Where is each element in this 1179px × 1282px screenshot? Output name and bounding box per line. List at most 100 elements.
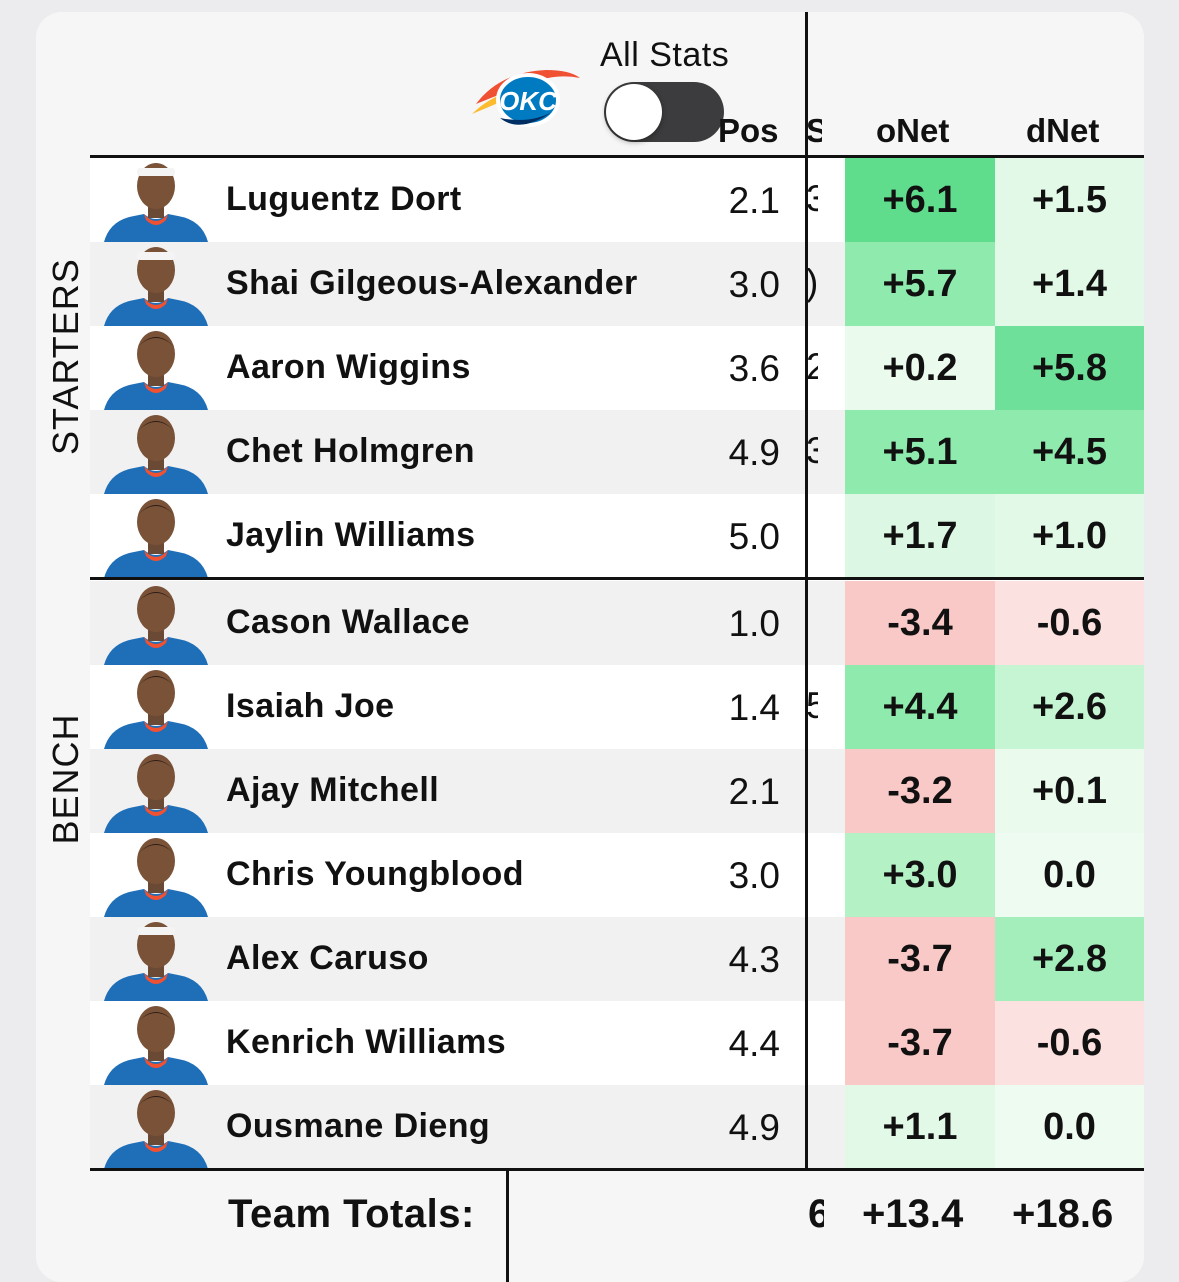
starters-bench-divider (90, 577, 1144, 580)
player-avatar (104, 754, 208, 833)
team-totals-onet: +13.4 (862, 1192, 964, 1236)
player-dnet: 0.0 (995, 1085, 1144, 1169)
player-onet: +1.7 (845, 494, 995, 578)
player-name[interactable]: Luguentz Dort (226, 180, 462, 218)
stats-card: OKC All Stats Pos S oNet dNet Luguentz D… (36, 12, 1144, 1282)
player-dnet: -0.6 (995, 1001, 1144, 1085)
team-totals-s-fragment: 6 (808, 1192, 824, 1236)
all-stats-toggle[interactable] (604, 82, 724, 142)
player-avatar (104, 331, 208, 410)
player-onet: +5.1 (845, 410, 995, 494)
player-onet: +4.4 (845, 665, 995, 749)
okc-logo-icon: OKC (472, 70, 580, 127)
player-onet: +3.0 (845, 833, 995, 917)
player-avatar (104, 415, 208, 494)
player-row[interactable]: Ousmane Dieng 4.9 +1.1 0.0 (90, 1085, 1144, 1169)
player-avatar (104, 922, 208, 1001)
player-onet: +1.1 (845, 1085, 995, 1169)
player-avatar (104, 499, 208, 578)
player-name[interactable]: Aaron Wiggins (226, 348, 471, 386)
player-name[interactable]: Jaylin Williams (226, 516, 476, 554)
player-dnet: +2.6 (995, 665, 1144, 749)
player-name[interactable]: Chris Youngblood (226, 855, 524, 893)
player-name[interactable]: Ousmane Dieng (226, 1107, 491, 1145)
player-dnet: +2.8 (995, 917, 1144, 1001)
team-totals-label: Team Totals: (228, 1192, 475, 1236)
player-avatar (104, 838, 208, 917)
player-onet: -3.7 (845, 917, 995, 1001)
all-stats-label: All Stats (600, 36, 730, 74)
totals-divider (90, 1168, 1144, 1171)
player-position: 4.9 (728, 432, 780, 473)
column-header-s-fragment[interactable]: S (806, 112, 822, 149)
frozen-column-divider (805, 12, 808, 1170)
team-totals-row: Team Totals: 6 +13.4 +18.6 (90, 1170, 1144, 1282)
player-position: 4.9 (728, 1107, 780, 1148)
player-dnet: +0.1 (995, 749, 1144, 833)
player-s-fragment: 5 (806, 685, 818, 726)
player-name[interactable]: Alex Caruso (226, 939, 429, 977)
player-row[interactable]: Isaiah Joe 1.4 5 +4.4 +2.6 (90, 665, 1144, 749)
player-dnet: +5.8 (995, 326, 1144, 410)
player-row[interactable]: Cason Wallace 1.0 -3.4 -0.6 (90, 581, 1144, 665)
player-onet: -3.2 (845, 749, 995, 833)
player-position: 5.0 (728, 516, 780, 557)
player-dnet: +4.5 (995, 410, 1144, 494)
player-avatar (104, 1006, 208, 1085)
okc-logo-text: OKC (499, 86, 558, 116)
player-avatar (104, 247, 208, 326)
player-row[interactable]: Kenrich Williams 4.4 -3.7 -0.6 (90, 1001, 1144, 1085)
section-strip (36, 12, 90, 1282)
player-onet: +5.7 (845, 242, 995, 326)
player-avatar (104, 1090, 208, 1169)
player-dnet: +1.5 (995, 158, 1144, 242)
player-s-fragment: 3 (806, 430, 818, 471)
player-row[interactable]: Aaron Wiggins 3.6 2 +0.2 +5.8 (90, 326, 1144, 410)
player-avatar (104, 670, 208, 749)
player-position: 3.0 (728, 855, 780, 896)
player-name[interactable]: Cason Wallace (226, 603, 470, 641)
player-s-fragment: 2 (806, 346, 818, 387)
starters-section-label: STARTERS (45, 258, 86, 455)
column-header-pos[interactable]: Pos (718, 112, 779, 149)
player-avatar (104, 586, 208, 665)
player-name[interactable]: Chet Holmgren (226, 432, 475, 470)
player-row[interactable]: Luguentz Dort 2.1 3 +6.1 +1.5 (90, 158, 1144, 242)
bench-section-label: BENCH (45, 713, 86, 845)
player-name[interactable]: Shai Gilgeous-Alexander (226, 264, 638, 302)
player-position: 2.1 (728, 771, 780, 812)
player-row[interactable]: Chet Holmgren 4.9 3 +5.1 +4.5 (90, 410, 1144, 494)
player-name[interactable]: Isaiah Joe (226, 687, 395, 725)
player-avatar (104, 163, 208, 242)
column-header-onet[interactable]: oNet (876, 112, 950, 149)
team-totals-dnet: +18.6 (1012, 1192, 1114, 1236)
column-header-dnet[interactable]: dNet (1026, 112, 1100, 149)
player-dnet: +1.0 (995, 494, 1144, 578)
player-s-fragment: ) (806, 262, 818, 303)
player-position: 4.3 (728, 939, 780, 980)
table-header: OKC All Stats Pos S oNet dNet (90, 12, 1144, 156)
toggle-knob (606, 84, 662, 140)
player-row[interactable]: Shai Gilgeous-Alexander 3.0) +5.7 +1.4 (90, 242, 1144, 326)
player-name[interactable]: Ajay Mitchell (226, 771, 440, 809)
player-onet: +0.2 (845, 326, 995, 410)
player-s-fragment: 3 (806, 178, 818, 219)
player-onet: -3.4 (845, 581, 995, 665)
header-divider (90, 155, 1144, 158)
player-position: 2.1 (728, 180, 780, 221)
player-dnet: 0.0 (995, 833, 1144, 917)
player-position: 3.6 (728, 348, 780, 389)
player-dnet: -0.6 (995, 581, 1144, 665)
player-row[interactable]: Alex Caruso 4.3 -3.7 +2.8 (90, 917, 1144, 1001)
player-position: 1.0 (728, 603, 780, 644)
player-onet: -3.7 (845, 1001, 995, 1085)
player-row[interactable]: Jaylin Williams 5.0 +1.7 +1.0 (90, 494, 1144, 578)
player-row[interactable]: Chris Youngblood 3.0 +3.0 0.0 (90, 833, 1144, 917)
player-row[interactable]: Ajay Mitchell 2.1 -3.2 +0.1 (90, 749, 1144, 833)
player-position: 4.4 (728, 1023, 780, 1064)
player-dnet: +1.4 (995, 242, 1144, 326)
player-position: 3.0 (728, 264, 780, 305)
player-name[interactable]: Kenrich Williams (226, 1023, 507, 1061)
player-onet: +6.1 (845, 158, 995, 242)
player-position: 1.4 (728, 687, 780, 728)
